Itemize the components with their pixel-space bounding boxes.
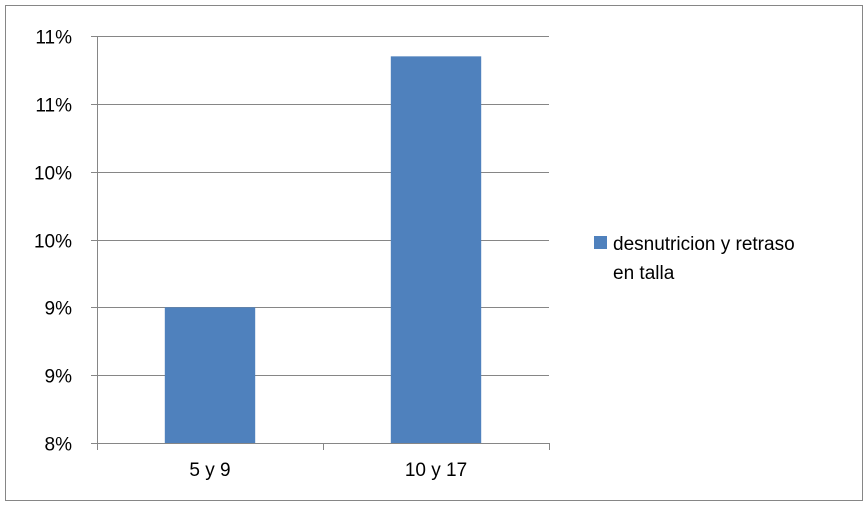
x-axis-tick-labels: 5 y 9 10 y 17	[189, 460, 467, 481]
y-tick-label: 10%	[34, 232, 72, 253]
x-tick-label: 5 y 9	[189, 460, 230, 481]
y-tick-label: 11%	[35, 28, 72, 49]
bars	[164, 56, 482, 443]
bar	[164, 307, 256, 443]
legend-label-line-2: en talla	[613, 263, 675, 284]
bar	[390, 56, 482, 443]
x-tick-label: 10 y 17	[405, 460, 467, 481]
y-axis-tick-labels: 8% 9% 9% 10% 10% 11% 11%	[34, 28, 72, 456]
legend: desnutricion y retraso en talla	[594, 234, 795, 284]
legend-label-line-1: desnutricion y retraso	[613, 234, 795, 255]
y-tick-label: 9%	[45, 367, 73, 388]
axes	[91, 36, 550, 450]
y-tick-label: 11%	[35, 96, 72, 117]
legend-swatch	[594, 236, 607, 249]
y-tick-label: 9%	[45, 299, 73, 320]
y-tick-label: 10%	[34, 164, 72, 185]
y-tick-label: 8%	[45, 435, 73, 456]
